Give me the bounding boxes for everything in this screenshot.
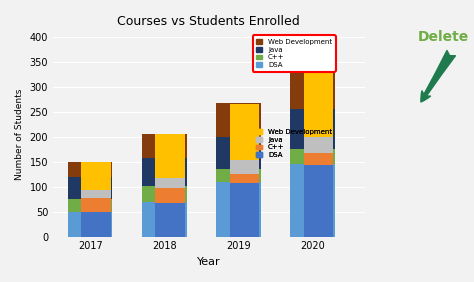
Bar (142, 186, 187, 202)
Bar (81, 212, 111, 237)
Bar (155, 134, 185, 178)
Title: Courses vs Students Enrolled: Courses vs Students Enrolled (118, 15, 300, 28)
Bar (81, 198, 111, 212)
Bar (291, 57, 335, 109)
Bar (291, 149, 335, 164)
Bar (155, 188, 185, 203)
Bar (68, 212, 112, 237)
Bar (304, 137, 333, 153)
Bar (304, 153, 333, 165)
Bar (229, 160, 259, 174)
Bar (229, 174, 259, 183)
Bar (216, 103, 261, 137)
Bar (142, 202, 187, 237)
Bar (216, 182, 261, 237)
Bar (291, 109, 335, 149)
Bar (216, 169, 261, 182)
Bar (81, 162, 111, 190)
Bar (229, 183, 259, 237)
Bar (68, 162, 112, 177)
Bar (68, 199, 112, 212)
Bar (304, 54, 333, 137)
Bar (291, 164, 335, 237)
Bar (81, 190, 111, 198)
Y-axis label: Number of Students: Number of Students (15, 89, 24, 180)
Bar (142, 158, 187, 186)
Bar (216, 137, 261, 169)
Bar (142, 134, 187, 158)
Legend: Web Development, Java, C++, DSA: Web Development, Java, C++, DSA (253, 125, 336, 162)
Bar (68, 177, 112, 199)
Bar (155, 203, 185, 237)
Bar (229, 104, 259, 160)
X-axis label: Year: Year (197, 257, 220, 267)
Bar (304, 165, 333, 237)
Text: Delete: Delete (418, 30, 469, 44)
Bar (155, 178, 185, 188)
